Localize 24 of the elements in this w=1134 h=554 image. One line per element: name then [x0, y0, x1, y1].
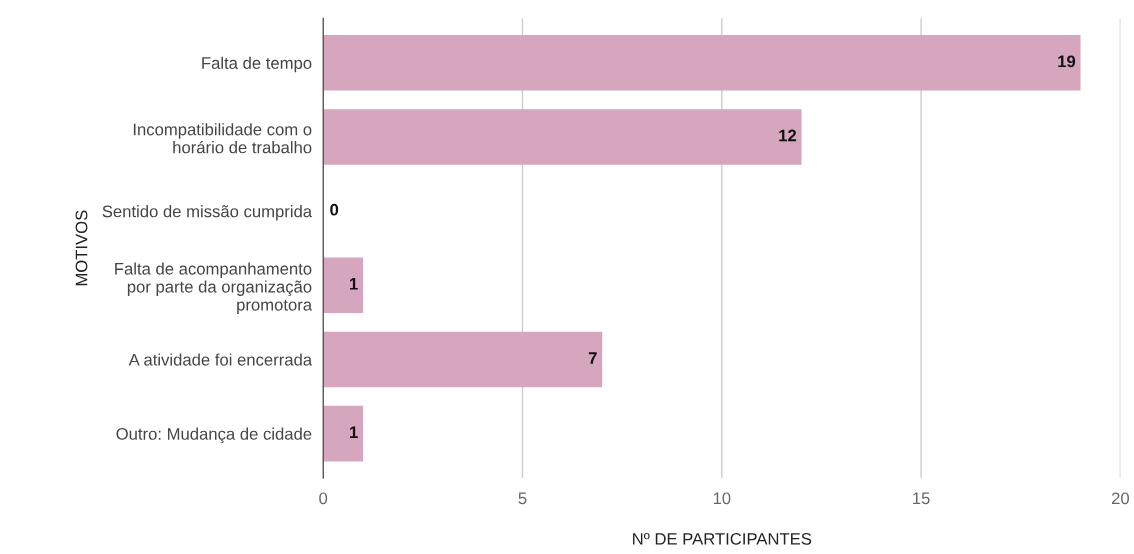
- data-label: 0: [330, 203, 339, 216]
- y-tick-label: Outro: Mudança de cidade: [116, 427, 312, 444]
- data-label: 12: [779, 129, 797, 142]
- bar: [323, 257, 364, 314]
- y-tick-label: Incompatibilidade com o horário de trabalho: [133, 123, 312, 154]
- x-tick-label: 5: [518, 492, 527, 505]
- data-label: 1: [350, 426, 358, 438]
- y-tick-label: Falta de tempo: [202, 56, 312, 73]
- data-label: 19: [1058, 55, 1076, 68]
- bar: [323, 34, 1081, 91]
- x-tick-label: 10: [713, 492, 731, 505]
- x-tick-label: 0: [319, 492, 328, 505]
- bar: [323, 331, 603, 388]
- data-label: 1: [350, 278, 358, 290]
- bar: [323, 405, 364, 462]
- y-tick-label: Falta de acompanhamento por parte da organização promotora: [115, 262, 313, 314]
- data-label: 7: [588, 352, 597, 364]
- x-tick-label: 15: [913, 492, 930, 505]
- y-tick-label: Sentido de missão cumprida: [102, 205, 313, 221]
- bar: [323, 109, 802, 165]
- y-axis-title: MOTIVOS: [75, 210, 88, 286]
- x-tick-label: 20: [1111, 492, 1130, 505]
- x-axis-title: Nº DE PARTICIPANTES: [633, 532, 812, 545]
- y-tick-label: A atividade foi encerrada: [128, 353, 313, 366]
